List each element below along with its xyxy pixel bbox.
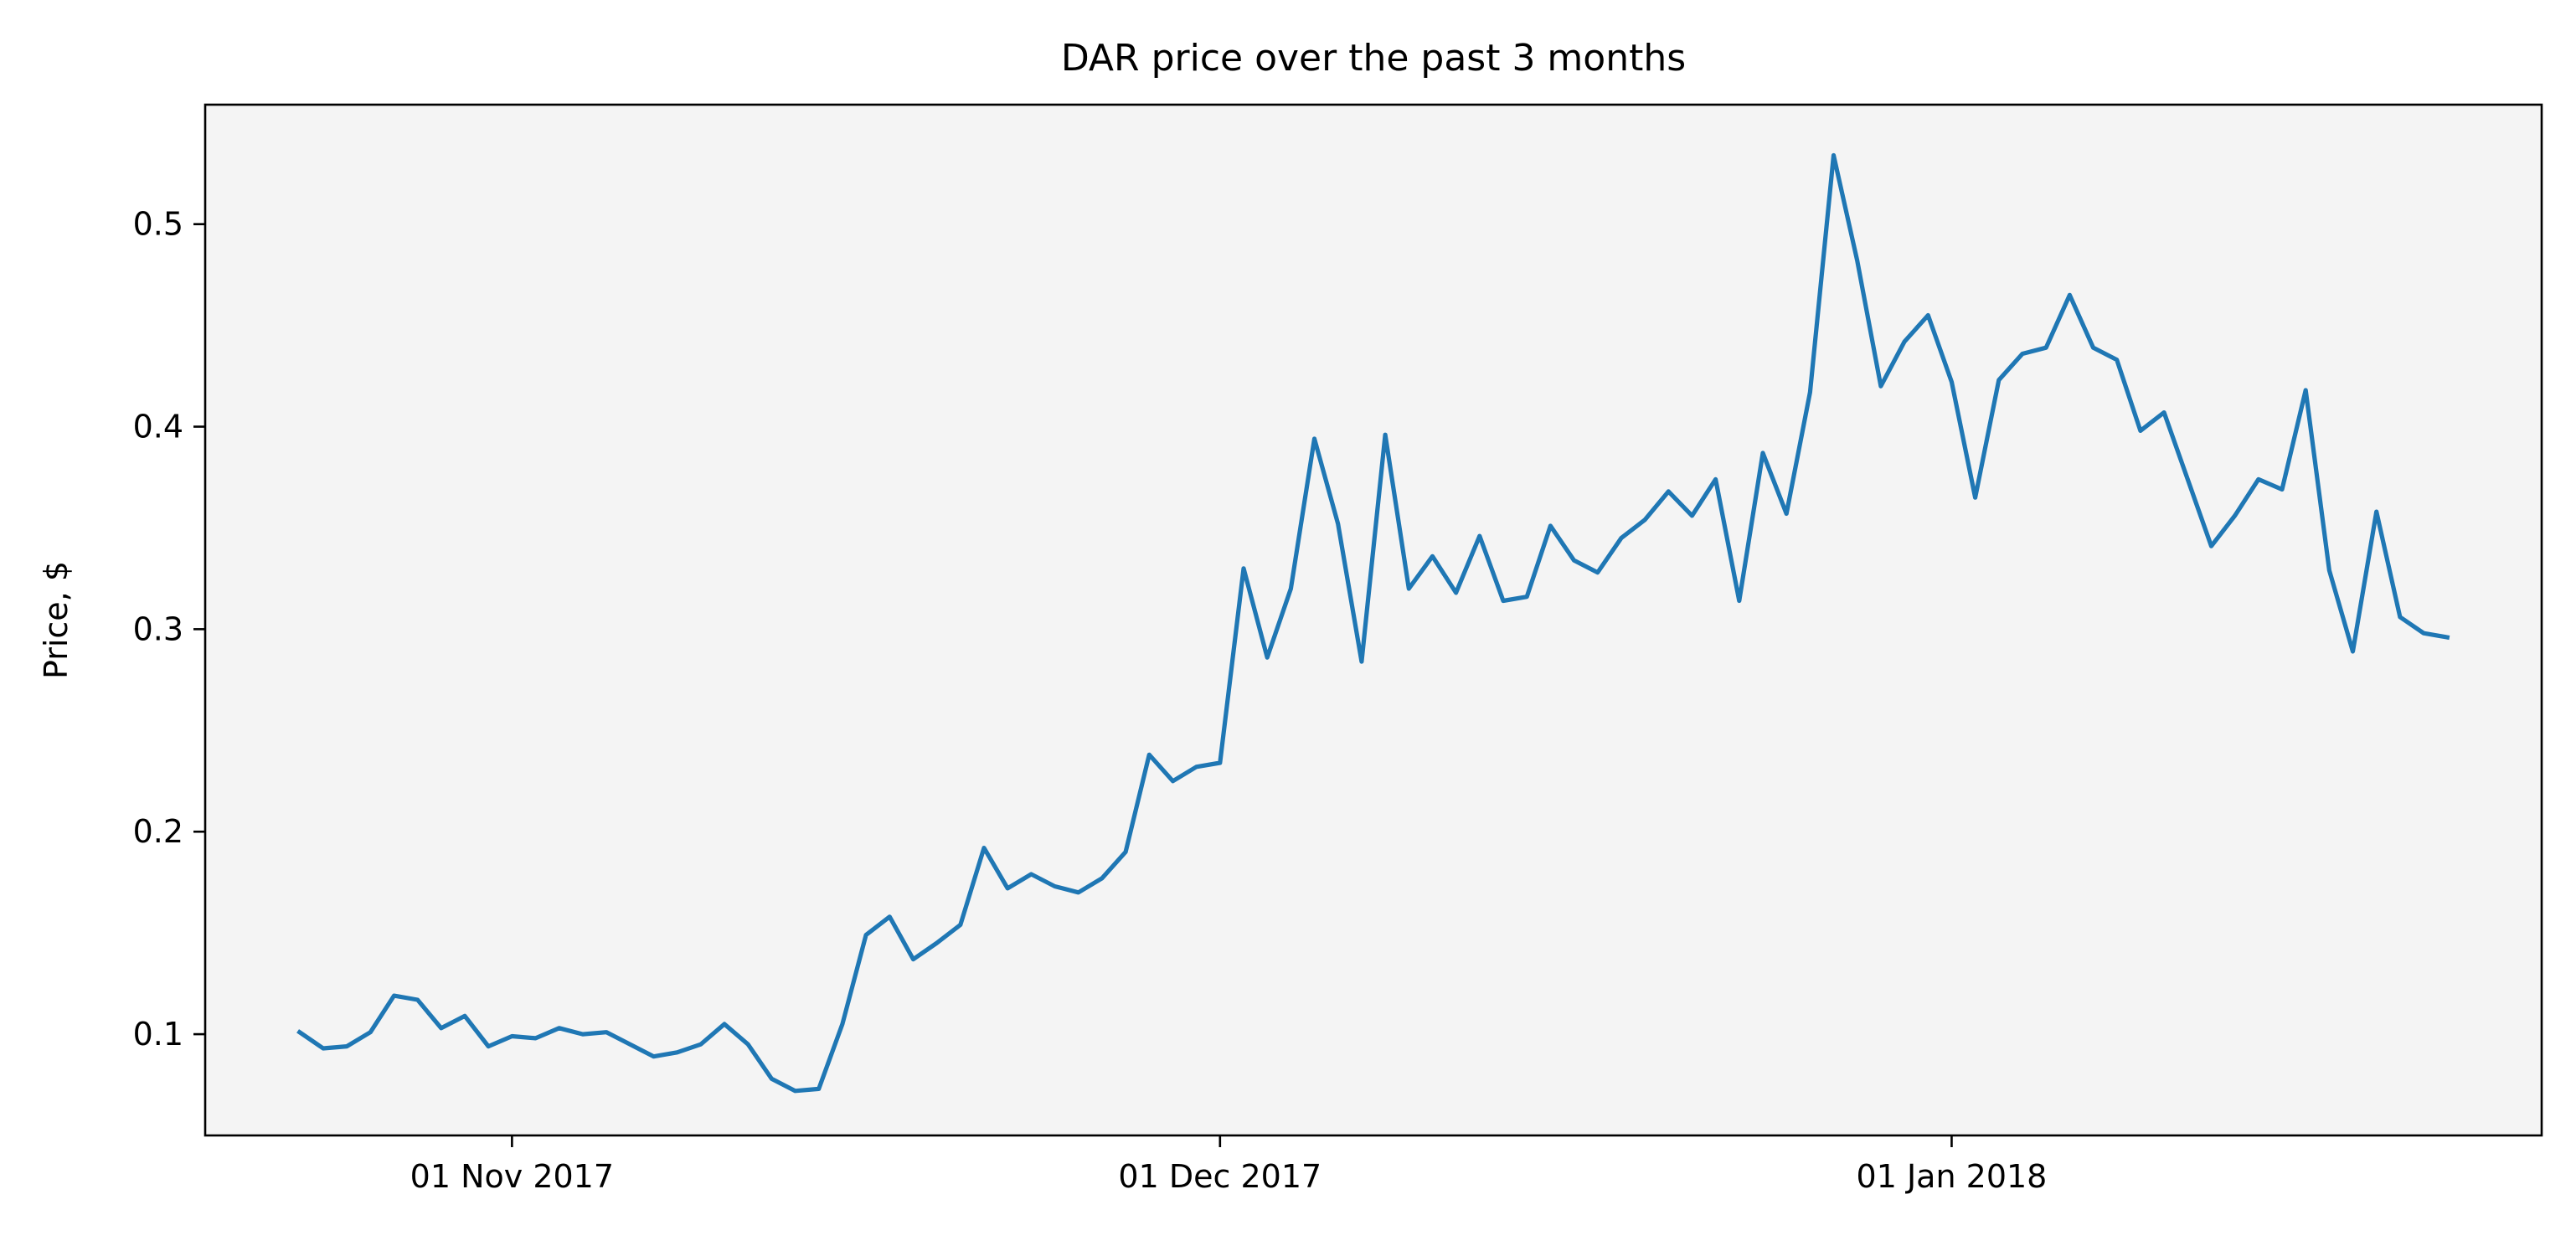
price-line [296, 152, 2450, 1094]
chart-title: DAR price over the past 3 months [1061, 37, 1686, 80]
y-tick-label: 0.5 [133, 206, 183, 243]
x-tick-label: 01 Jan 2018 [1857, 1158, 2048, 1195]
y-tick-label: 0.4 [133, 409, 183, 445]
y-axis-label: Price, $ [38, 561, 75, 679]
x-axis: 01 Nov 2017 01 Dec 2017 01 Jan 2018 [410, 1135, 2048, 1195]
plot-frame [204, 103, 2543, 1137]
plot-area [205, 105, 2542, 1135]
x-tick-label: 01 Dec 2017 [1118, 1158, 1321, 1195]
y-tick-label: 0.1 [133, 1016, 183, 1053]
y-axis: 0.1 0.2 0.3 0.4 0.5 [133, 206, 205, 1053]
y-tick-label: 0.3 [133, 610, 183, 647]
y-tick-label: 0.2 [133, 813, 183, 850]
x-tick-label: 01 Nov 2017 [410, 1158, 614, 1195]
